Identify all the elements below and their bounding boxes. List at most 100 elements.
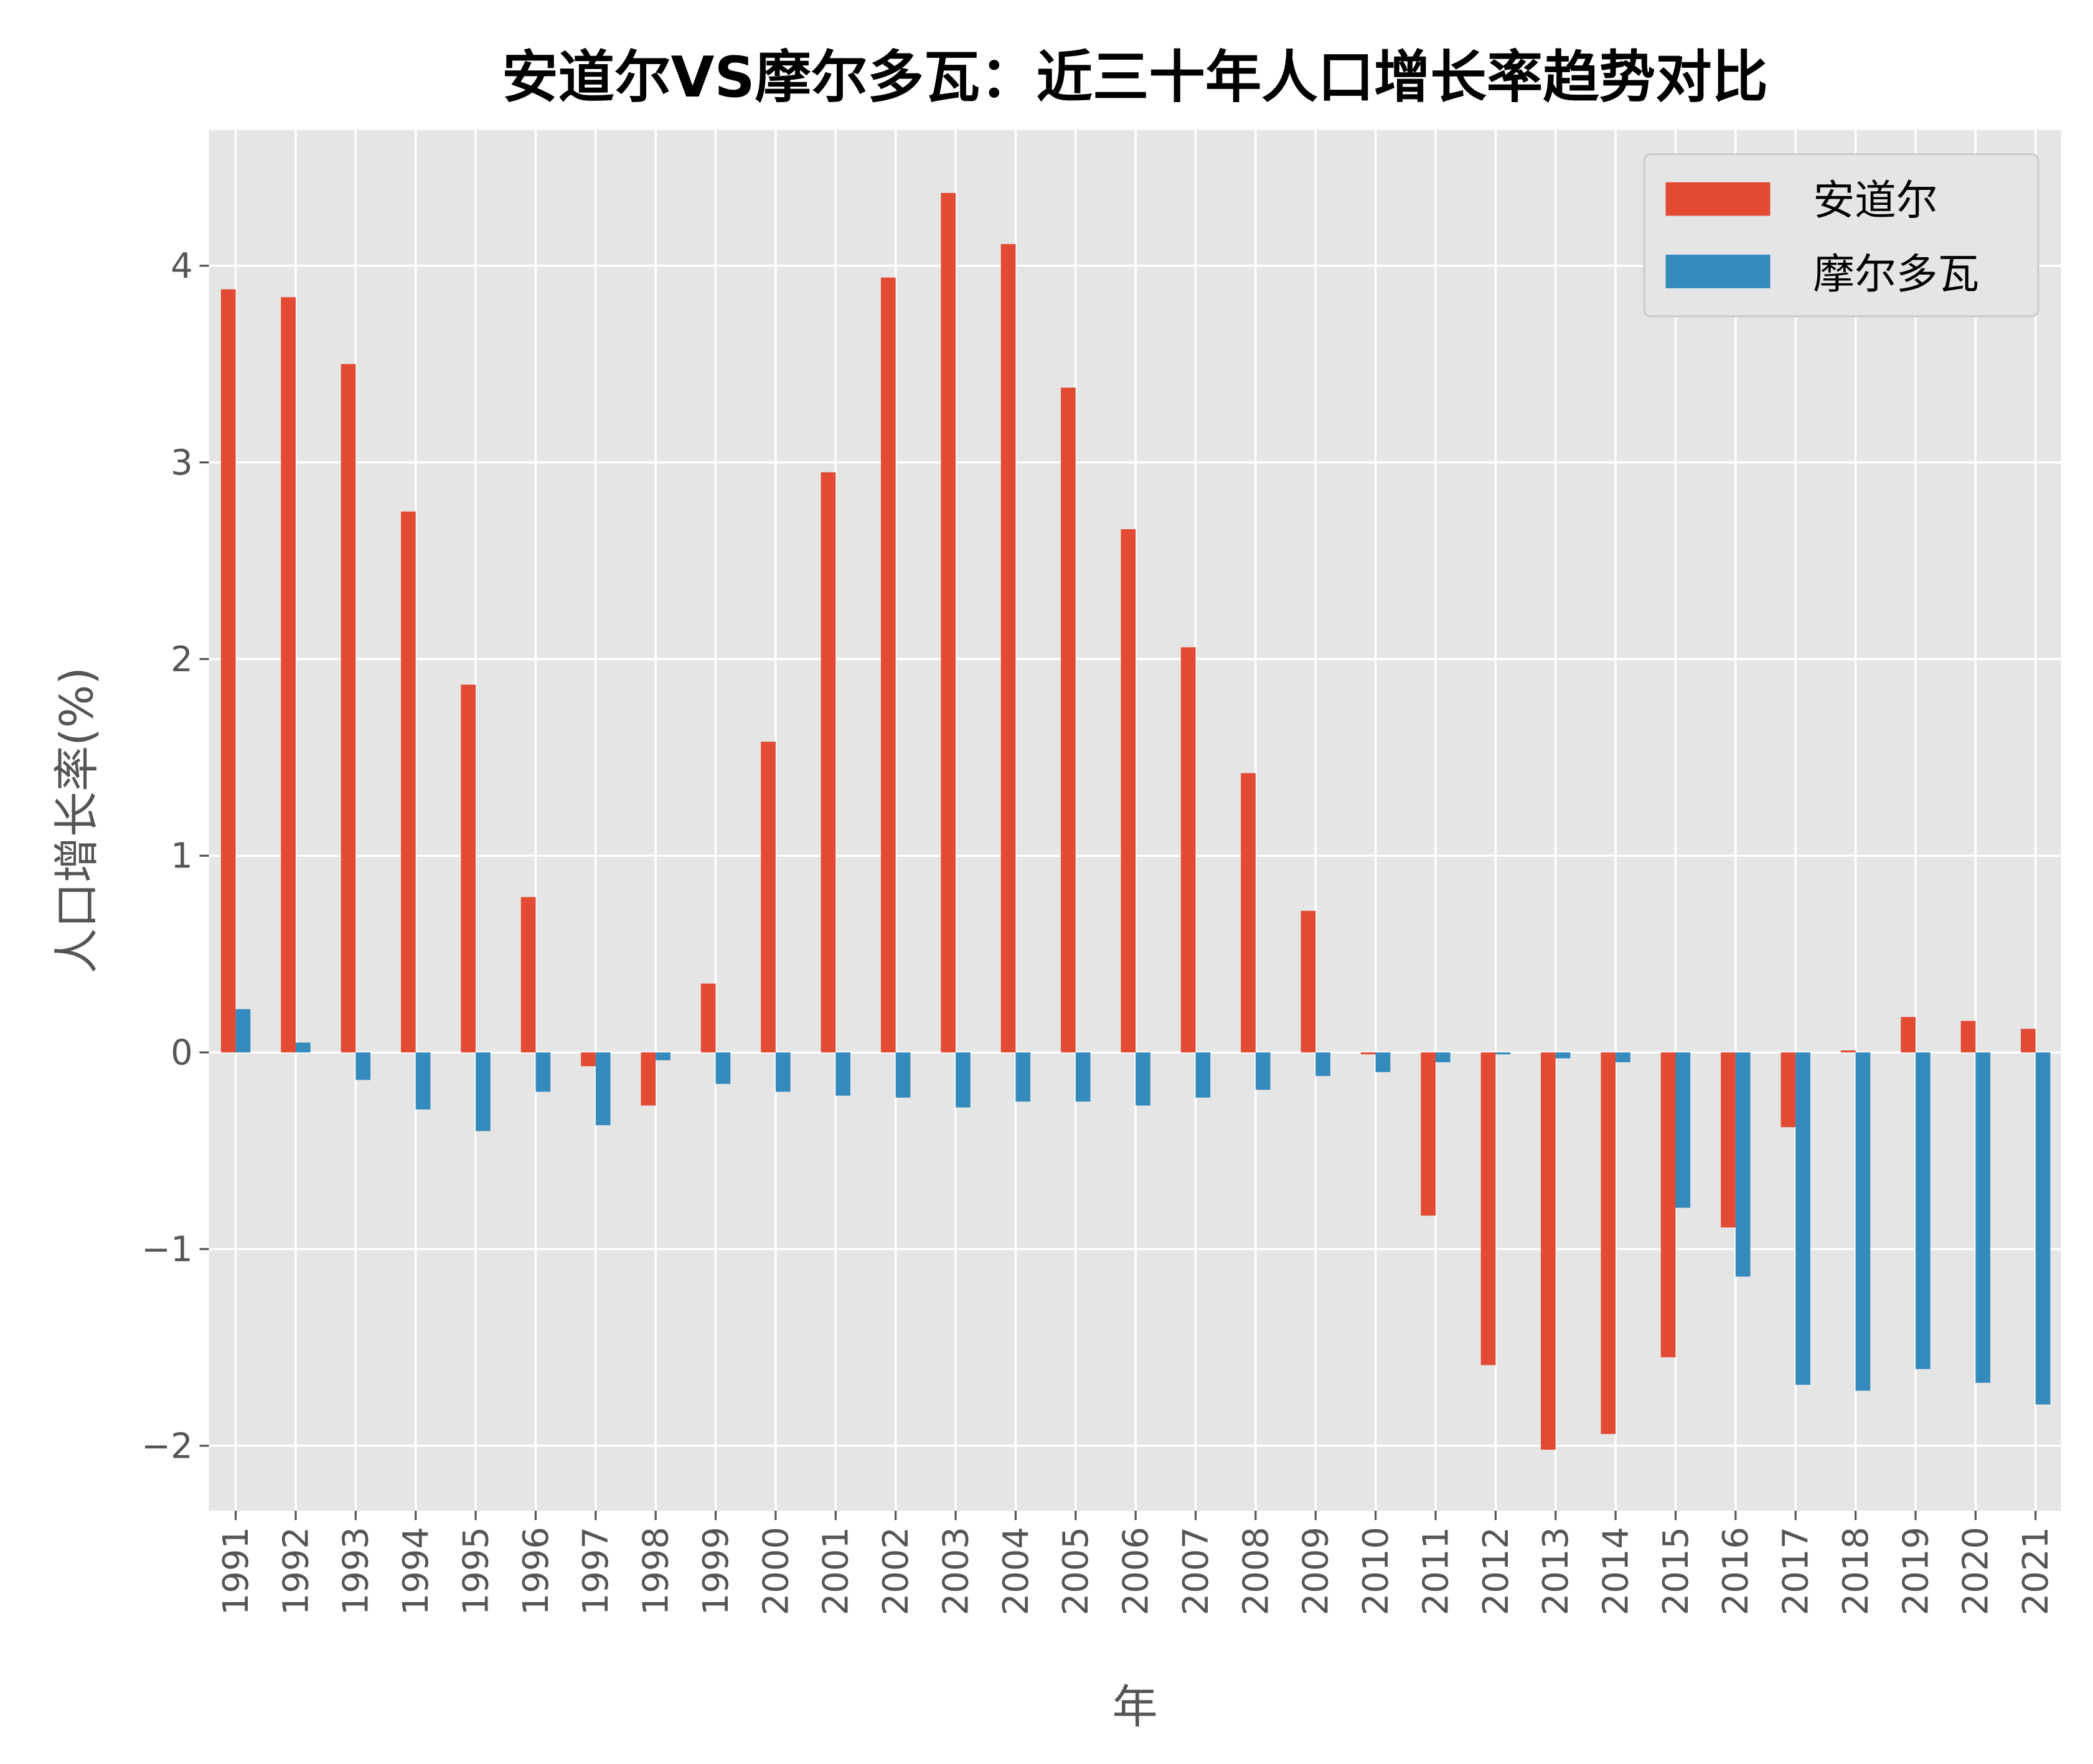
bar-andorra (821, 472, 836, 1053)
legend-swatch-andorra (1665, 182, 1771, 216)
bar-moldova (595, 1052, 611, 1126)
bar-andorra (1480, 1052, 1496, 1365)
bar-andorra (1000, 244, 1016, 1053)
x-tick-label: 1994 (396, 1527, 436, 1615)
bar-moldova (1255, 1052, 1271, 1090)
bar-moldova (895, 1052, 911, 1098)
x-tick-label: 1997 (576, 1527, 616, 1615)
bar-moldova (956, 1052, 971, 1108)
x-tick-label: 2018 (1836, 1527, 1876, 1615)
legend-swatch-moldova (1665, 255, 1771, 288)
bar-andorra (1660, 1052, 1676, 1357)
bar-andorra (341, 364, 356, 1053)
bar-moldova (1375, 1052, 1391, 1072)
bar-moldova (2035, 1052, 2051, 1405)
bar-moldova (1735, 1052, 1751, 1277)
bar-moldova (535, 1052, 551, 1092)
x-tick-label: 2015 (1656, 1527, 1696, 1615)
bar-andorra (520, 897, 536, 1053)
bar-moldova (715, 1052, 731, 1084)
bar-moldova (1675, 1052, 1691, 1208)
bar-andorra (1061, 387, 1076, 1053)
bar-moldova (1975, 1052, 1991, 1383)
x-tick-label: 2017 (1776, 1527, 1817, 1615)
bar-andorra (1721, 1052, 1736, 1228)
bar-andorra (1421, 1052, 1436, 1216)
y-tick-label: 3 (171, 443, 193, 483)
x-tick-label: 1991 (216, 1527, 256, 1615)
bar-moldova (775, 1052, 791, 1092)
bar-andorra (1780, 1052, 1796, 1128)
bar-andorra (401, 511, 416, 1053)
bar-andorra (761, 742, 776, 1053)
bars (220, 192, 2051, 1450)
bar-andorra (1121, 529, 1136, 1053)
x-tick-label: 2006 (1116, 1527, 1157, 1615)
bar-andorra (700, 983, 716, 1053)
x-tick-label: 2011 (1416, 1527, 1456, 1615)
x-tick-label: 2021 (2016, 1527, 2056, 1615)
chart-title: 安道尔VS摩尔多瓦：近三十年人口增长率趋势对比 (502, 45, 1768, 110)
x-tick-label: 2004 (996, 1527, 1037, 1615)
bar-andorra (1901, 1017, 1916, 1053)
bar-andorra (641, 1052, 656, 1106)
x-tick-label: 2000 (756, 1527, 796, 1615)
x-tick-label: 1992 (276, 1527, 316, 1615)
x-tick-label: 2020 (1956, 1527, 1997, 1615)
bar-moldova (476, 1052, 491, 1131)
axes: −2 −1 0 1 2 3 4 1991 1992 1993 1994 1995 1996 1997 199… (141, 246, 2056, 1615)
bar-moldova (235, 1009, 251, 1053)
bar-moldova (1015, 1052, 1031, 1102)
y-tick-label: 2 (171, 639, 193, 680)
x-tick-label: 2014 (1596, 1527, 1636, 1615)
bar-moldova (1855, 1052, 1871, 1391)
legend: 安道尔 摩尔多瓦 (1643, 153, 2039, 318)
x-tick-label: 2013 (1536, 1527, 1576, 1615)
bar-andorra (461, 684, 476, 1053)
bar-andorra (1241, 773, 1256, 1053)
bar-andorra (1960, 1021, 1976, 1053)
bar-moldova (1436, 1052, 1451, 1062)
bar-andorra (581, 1052, 596, 1067)
x-tick-label: 2008 (1236, 1527, 1276, 1615)
bar-andorra (1541, 1052, 1556, 1450)
bar-andorra (1300, 910, 1316, 1053)
x-tick-label: 2003 (936, 1527, 976, 1615)
y-tick-label: −2 (141, 1426, 193, 1466)
bar-moldova (355, 1052, 371, 1080)
x-tick-label: 1996 (516, 1527, 557, 1615)
bar-andorra (880, 277, 896, 1053)
bar-moldova (1315, 1052, 1330, 1077)
x-tick-label: 2007 (1176, 1527, 1216, 1615)
bar-andorra (220, 289, 236, 1053)
legend-label-moldova: 摩尔多瓦 (1813, 250, 1979, 298)
legend-label-andorra: 安道尔 (1813, 176, 1937, 224)
x-tick-label: 1995 (456, 1527, 496, 1615)
x-tick-label: 2016 (1716, 1527, 1756, 1615)
y-tick-label: 1 (171, 836, 193, 877)
bar-moldova (1616, 1052, 1630, 1062)
x-tick-label: 1993 (336, 1527, 377, 1615)
bar-andorra (941, 192, 956, 1053)
bar-andorra (1840, 1050, 1856, 1053)
y-tick-label: 0 (171, 1033, 193, 1073)
bar-moldova (295, 1042, 311, 1053)
bar-moldova (1136, 1052, 1150, 1106)
bar-moldova (1075, 1052, 1091, 1102)
bar-moldova (1795, 1052, 1810, 1385)
bar-andorra (1360, 1052, 1376, 1055)
y-axis-label: 人口增长率(%) (50, 667, 103, 974)
bar-moldova (415, 1052, 431, 1110)
x-tick-label: 2001 (816, 1527, 857, 1615)
bar-moldova (835, 1052, 850, 1096)
y-tick-label: 4 (171, 246, 193, 286)
bar-moldova (1555, 1052, 1571, 1059)
x-tick-label: 1999 (696, 1527, 736, 1615)
y-tick-label: −1 (141, 1229, 193, 1270)
x-tick-label: 2019 (1896, 1527, 1936, 1615)
bar-andorra (2021, 1029, 2036, 1053)
bar-andorra (281, 297, 296, 1053)
x-tick-label: 2005 (1056, 1527, 1096, 1615)
bar-andorra (1180, 647, 1196, 1053)
